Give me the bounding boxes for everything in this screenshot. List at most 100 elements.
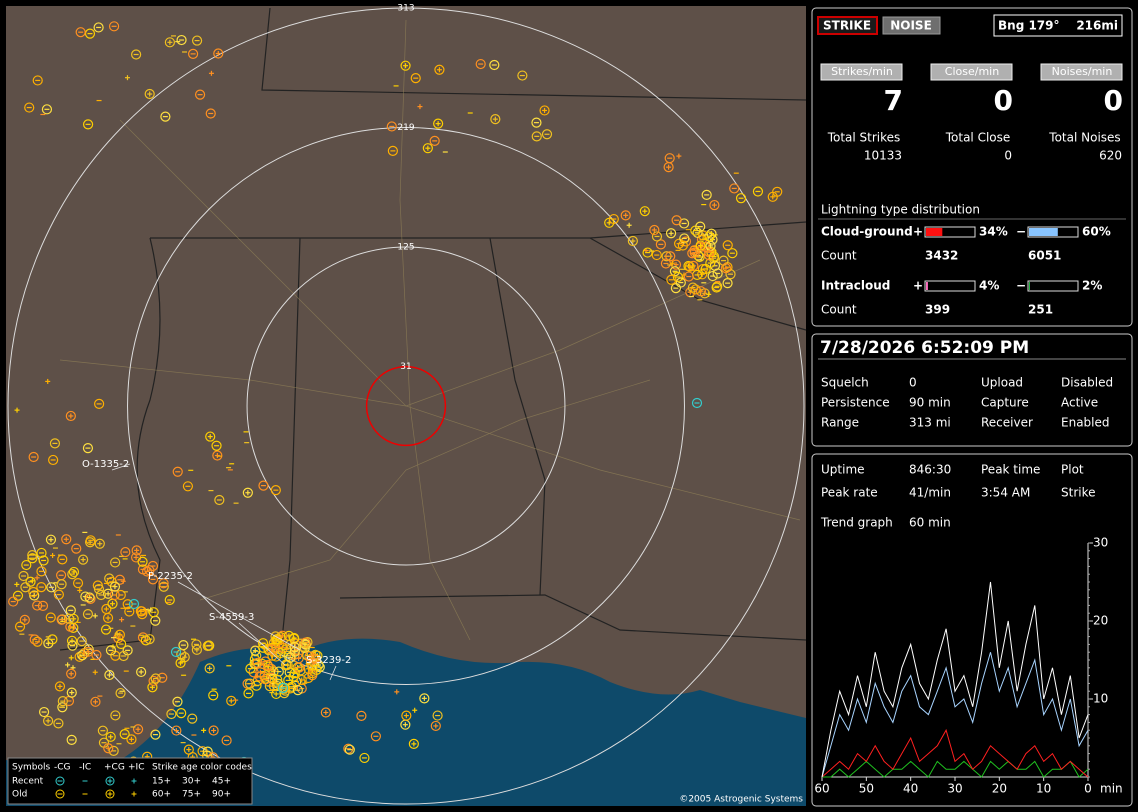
strike-symbol [126, 734, 137, 745]
strike-symbol [194, 89, 206, 100]
x-tick-label: 50 [859, 782, 874, 796]
strike-ring [124, 606, 135, 617]
strike-ring [695, 286, 707, 297]
strike-symbol [204, 663, 215, 674]
strike-symbol [243, 688, 254, 699]
strike-symbol [626, 222, 632, 228]
range-label: 313 [397, 4, 414, 14]
strike-ring [24, 102, 35, 113]
strike-symbol [78, 554, 89, 565]
strike-ring [57, 702, 68, 713]
strike-ring [148, 675, 159, 687]
strike-ring [408, 738, 419, 749]
strike-symbol [283, 675, 294, 686]
strike-symbol [245, 663, 256, 674]
strike-symbol [675, 277, 686, 288]
strike-symbol [187, 713, 198, 724]
strike-ring [36, 566, 47, 577]
strike-symbol [271, 688, 282, 700]
strike-ring [65, 410, 76, 422]
strike-ring [672, 271, 683, 283]
strike-ring [255, 667, 266, 678]
strike-ring [144, 634, 155, 645]
strike-symbol [683, 271, 694, 282]
legend-age: 90+ [212, 790, 231, 800]
strike-ring [94, 398, 105, 410]
strike-symbol [36, 582, 47, 593]
strike-ring [701, 189, 712, 200]
stat-value: 60 min [909, 516, 951, 530]
strike-ring [311, 664, 322, 675]
bearing: Bng 179° [998, 19, 1060, 33]
strike-symbol [664, 153, 675, 164]
noise-button[interactable] [882, 16, 941, 35]
strike-ring [45, 612, 56, 623]
strike-symbol [695, 240, 706, 251]
strike-ring [128, 598, 140, 610]
strike-ring [28, 451, 39, 463]
strike-button-label[interactable]: STRIKE [823, 19, 871, 33]
x-tick-label: 10 [1036, 782, 1051, 796]
strike-ring [147, 560, 159, 572]
status-label: Receiver [981, 416, 1033, 430]
strike-ring [314, 662, 325, 673]
station-link [329, 665, 337, 681]
legend-symbol [105, 776, 115, 786]
strike-symbol [417, 104, 423, 110]
strike-ring [651, 249, 662, 261]
percent-bar [1029, 228, 1058, 236]
strike-ring [72, 577, 84, 589]
distance: 216mi [1076, 19, 1118, 33]
strike-symbol [304, 651, 315, 662]
trend-line [821, 581, 1089, 778]
strike-ring [205, 108, 216, 119]
strike-symbol [258, 642, 269, 653]
strike-ring [243, 688, 254, 699]
strike-symbol [655, 239, 666, 250]
strike-symbol [703, 250, 714, 261]
strike-symbol [475, 58, 486, 70]
stat-label: Peak time [981, 463, 1040, 477]
strike-symbol [92, 613, 98, 619]
strike-symbol [176, 34, 187, 46]
strike-ring [281, 660, 292, 671]
strike-symbol [136, 666, 147, 678]
strike-ring [150, 673, 161, 684]
strike-symbol [148, 607, 154, 613]
strike-ring [244, 678, 256, 689]
range-ring [246, 246, 566, 566]
strike-ring [203, 640, 215, 651]
strike-symbol [144, 88, 155, 100]
strike-ring [695, 240, 706, 251]
stat-value: Strike [1061, 486, 1096, 500]
strike-ring [56, 614, 67, 625]
strike-ring [689, 247, 700, 258]
strike-symbol [27, 553, 38, 564]
status-value: 313 mi [909, 416, 951, 430]
strike-symbol [82, 443, 94, 454]
strike-symbol [752, 186, 764, 197]
strike-ring [126, 734, 137, 745]
strike-ring [118, 650, 129, 662]
strike-ring [283, 675, 294, 686]
strike-ring [706, 228, 717, 239]
strike-symbol [283, 630, 295, 641]
strike-ring [627, 235, 638, 247]
strike-button[interactable] [817, 16, 878, 35]
noise-button-label[interactable]: NOISE [890, 19, 932, 33]
strike-ring [767, 191, 778, 202]
strike-ring [18, 570, 29, 582]
strike-symbol [711, 282, 722, 293]
strike-ring [697, 269, 708, 280]
strike-symbol [651, 231, 663, 242]
strike-ring [131, 545, 142, 556]
strike-symbol [727, 248, 738, 259]
strike-symbol [221, 735, 232, 746]
stat-value: 41/min [909, 486, 951, 500]
count: 399 [925, 303, 950, 317]
strike-symbol [419, 693, 430, 704]
strike-ring [56, 579, 67, 590]
strike-ring [147, 682, 158, 693]
strike-ring [53, 589, 64, 600]
